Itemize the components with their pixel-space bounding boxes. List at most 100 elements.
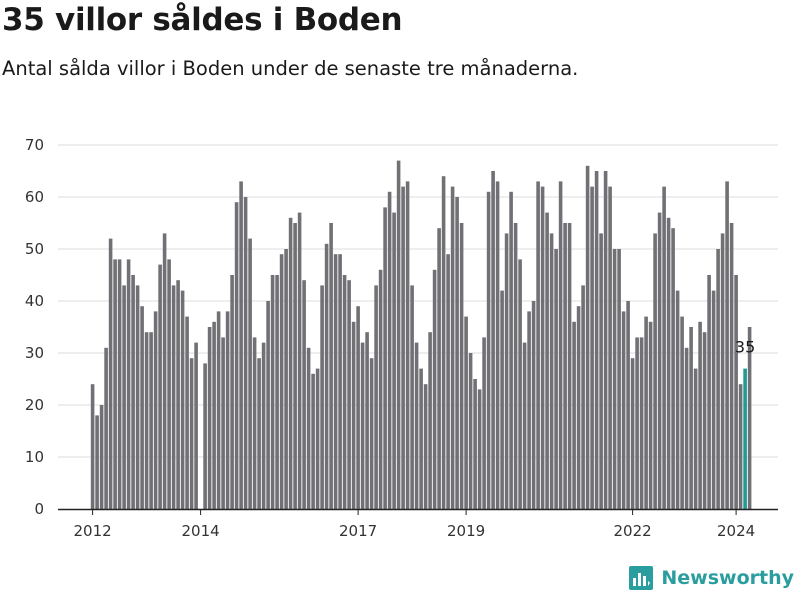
bar <box>558 181 563 509</box>
bar <box>405 181 410 509</box>
chart-subtitle: Antal sålda villor i Boden under de sena… <box>2 57 579 80</box>
bar <box>360 342 365 509</box>
bar <box>720 233 725 509</box>
newsworthy-logo-icon <box>629 566 654 590</box>
bar <box>675 290 680 509</box>
bar <box>167 259 171 509</box>
bar <box>576 306 581 509</box>
bar <box>459 223 464 509</box>
bar <box>270 275 275 509</box>
bar <box>725 181 729 509</box>
bar <box>662 186 666 509</box>
bar <box>203 363 207 509</box>
bar <box>248 238 252 509</box>
bar <box>635 337 639 509</box>
bar <box>581 285 585 509</box>
brand-name: Newsworthy <box>661 567 794 589</box>
x-tick-label: 2024 <box>717 522 755 540</box>
bar <box>428 332 432 509</box>
bar <box>320 285 324 509</box>
bar <box>108 238 113 509</box>
bar <box>585 165 590 510</box>
bar <box>477 389 482 509</box>
bar <box>221 337 225 509</box>
bar <box>698 321 702 509</box>
bar <box>419 368 423 509</box>
bar <box>194 342 198 509</box>
bar <box>572 321 576 509</box>
chart-title: 35 villor såldes i Boden <box>2 2 403 38</box>
bar <box>338 254 342 509</box>
x-axis: 2012 2014 2017 2019 2022 2024 <box>58 508 778 540</box>
bar <box>729 223 734 509</box>
bar <box>464 316 468 509</box>
x-tick-label: 2012 <box>74 522 112 540</box>
brand-logo[interactable]: Newsworthy <box>629 566 794 590</box>
bar <box>509 191 513 510</box>
bar <box>599 233 603 509</box>
bar <box>491 171 495 509</box>
bar <box>716 249 720 509</box>
bar <box>90 384 95 509</box>
bar <box>590 186 594 509</box>
bar <box>347 280 351 509</box>
bar <box>554 249 558 509</box>
bar <box>383 207 387 509</box>
bar <box>437 228 441 509</box>
bar <box>117 259 122 509</box>
bar <box>293 223 297 509</box>
bar <box>527 311 531 509</box>
bar <box>617 249 621 509</box>
bar <box>608 186 612 509</box>
bar <box>212 321 216 509</box>
bar <box>266 301 270 509</box>
bar <box>504 233 509 509</box>
bar <box>158 264 162 509</box>
bar <box>122 285 126 509</box>
bar <box>261 342 266 509</box>
bar <box>734 275 738 509</box>
bar <box>401 186 405 509</box>
bar <box>441 176 446 509</box>
bar <box>333 254 338 509</box>
bar-highlight <box>743 368 747 509</box>
bar <box>536 181 540 509</box>
bar <box>630 358 635 509</box>
bar <box>653 233 657 509</box>
highlight-value-label: 35 <box>735 338 755 357</box>
bar <box>657 212 662 509</box>
bar <box>140 306 144 509</box>
y-tick-label: 50 <box>25 240 44 258</box>
bar <box>486 191 491 510</box>
bar <box>513 223 518 509</box>
bar <box>162 233 167 509</box>
bar <box>468 353 473 509</box>
bar <box>239 181 243 509</box>
bar <box>284 249 288 509</box>
bar <box>356 306 360 509</box>
bar <box>225 311 230 509</box>
bar <box>531 301 536 509</box>
x-tick-label: 2019 <box>447 522 485 540</box>
data-labels: 35 <box>735 338 755 357</box>
bar <box>351 321 356 509</box>
bar <box>495 181 500 509</box>
bar <box>680 316 684 509</box>
bar <box>621 311 626 509</box>
bar <box>189 358 194 509</box>
bar <box>315 368 320 509</box>
bar <box>639 337 644 509</box>
bar <box>329 223 333 509</box>
bar <box>279 254 284 509</box>
bar <box>414 342 419 509</box>
bar <box>275 275 279 509</box>
bar <box>567 223 572 509</box>
bar <box>603 171 608 509</box>
bar <box>545 212 549 509</box>
bar <box>549 233 554 509</box>
bar <box>396 160 401 509</box>
y-tick-label: 70 <box>25 136 44 154</box>
x-tick-label: 2014 <box>182 522 220 540</box>
bar <box>522 342 527 509</box>
bar <box>257 358 261 509</box>
